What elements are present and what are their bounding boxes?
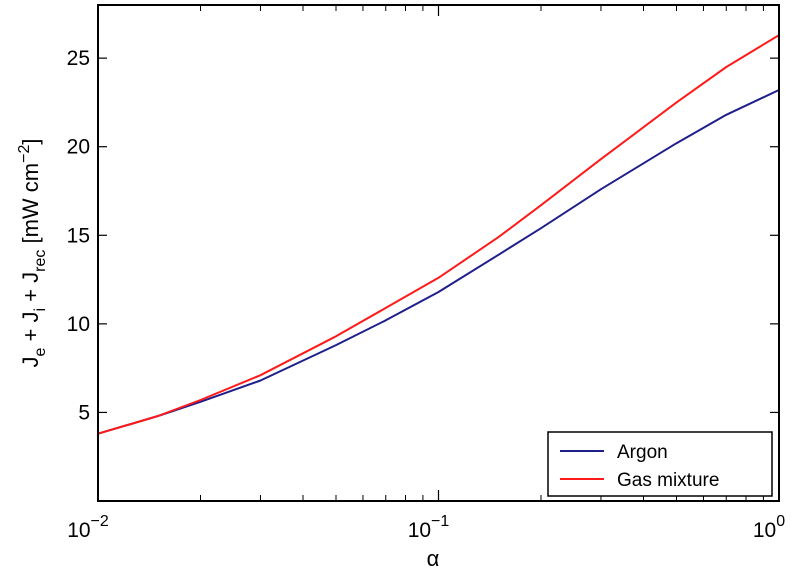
- x-tick-label: 10−2: [67, 513, 109, 542]
- y-tick-label: 25: [67, 47, 90, 70]
- x-axis-label: α: [427, 546, 440, 571]
- y-axis-label: Je + Ji + Jrec [mW cm−2]: [16, 139, 49, 368]
- y-tick-label: 15: [67, 224, 90, 247]
- series-layer: [97, 34, 780, 435]
- plot-background: [98, 5, 779, 501]
- legend-label-argon: Argon: [617, 442, 668, 463]
- legend-label-gas-mixture: Gas mixture: [617, 470, 719, 491]
- legend: Argon Gas mixture: [547, 431, 773, 497]
- series-line-argon: [97, 89, 780, 435]
- plot-frame: [97, 4, 780, 502]
- legend-box: [547, 431, 773, 497]
- y-tick-label: 20: [67, 136, 90, 159]
- series-line-gas-mixture: [97, 34, 780, 435]
- tick-layer: 5 10 15 20 25 10−2 10−1 100: [67, 5, 785, 542]
- y-tick-label: 5: [78, 401, 90, 424]
- x-tick-label: 100: [753, 513, 785, 542]
- x-tick-label: 10−1: [408, 513, 450, 542]
- y-tick-label: 10: [67, 313, 90, 336]
